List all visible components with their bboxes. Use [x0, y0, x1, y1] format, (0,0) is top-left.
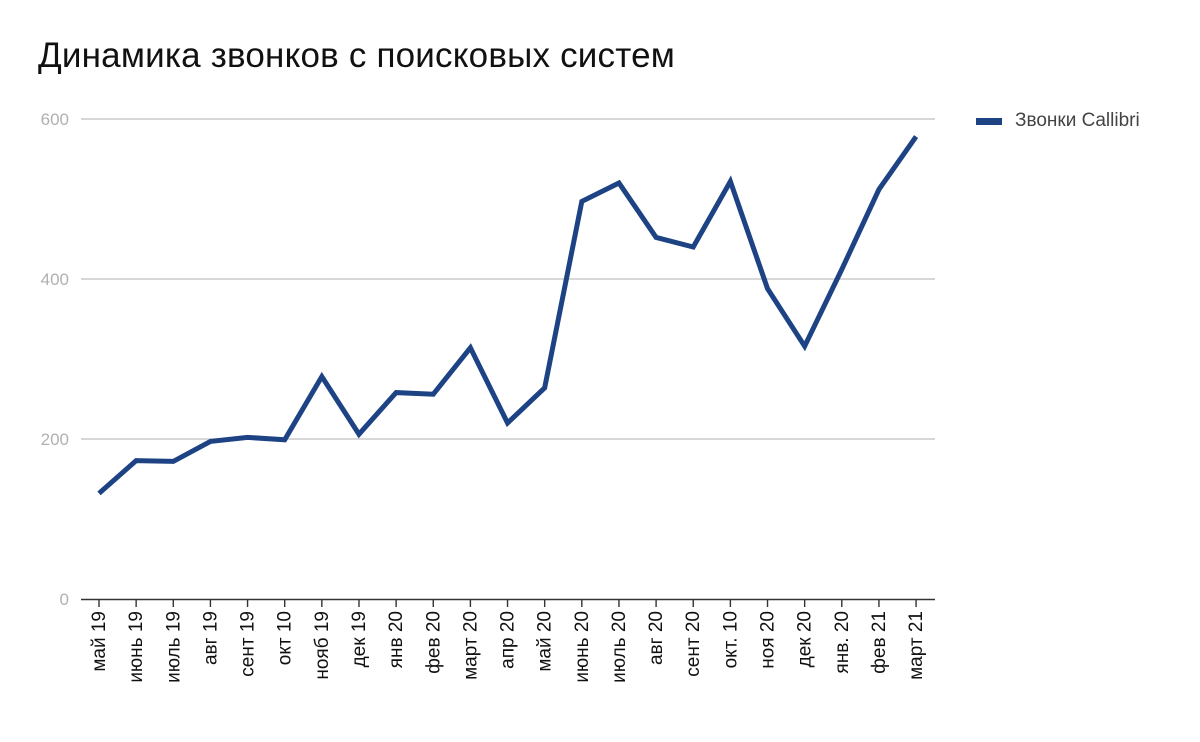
x-tick-label: дек 19 [349, 611, 370, 667]
x-tick-label: нояб 19 [312, 611, 333, 680]
legend: Звонки Callibri [976, 108, 1140, 134]
x-tick-label: авг 20 [646, 611, 667, 665]
x-tick-label: окт. 10 [720, 611, 741, 668]
y-tick-label: 600 [41, 110, 69, 129]
x-tick-label: июль 20 [609, 611, 630, 683]
x-tick-label: апр 20 [498, 611, 519, 669]
x-tick-label: июнь 19 [126, 611, 147, 683]
legend-label: Звонки Callibri [1015, 110, 1140, 131]
x-tick-label: окт 10 [275, 611, 296, 665]
gridlines [81, 118, 935, 440]
y-tick-label: 0 [60, 590, 69, 609]
x-tick-label: дек 20 [795, 611, 816, 667]
x-axis-tick-labels: май 19 июнь 19 июль 19 авг 19 сент 19 окт 10 н… [89, 611, 927, 683]
chart-title: Динамика звонков с поисковых систем [38, 36, 676, 75]
x-tick-label: фев 20 [423, 611, 444, 674]
x-tick-label: июнь 20 [572, 611, 593, 683]
axes [81, 598, 935, 607]
series [97, 135, 919, 496]
x-tick-label: янв. 20 [832, 611, 853, 674]
y-tick-label: 400 [41, 270, 69, 289]
legend-swatch [976, 117, 1002, 125]
x-tick-label: ноя 20 [758, 611, 779, 669]
x-tick-label: сент 20 [683, 611, 704, 677]
series-line [97, 135, 919, 496]
y-axis-tick-labels: 0 200 400 600 [41, 110, 69, 609]
x-tick-label: май 19 [89, 611, 110, 672]
x-tick-label: янв 20 [386, 611, 407, 668]
y-tick-label: 200 [41, 430, 69, 449]
x-tick-label: сент 19 [238, 611, 259, 677]
x-tick-label: июль 19 [163, 611, 184, 683]
x-tick-label: март 21 [906, 611, 927, 680]
x-tick-label: фев 21 [869, 611, 890, 674]
x-tick-label: май 20 [535, 611, 556, 672]
x-tick-label: авг 19 [200, 611, 221, 665]
x-tick-label: март 20 [460, 611, 481, 680]
